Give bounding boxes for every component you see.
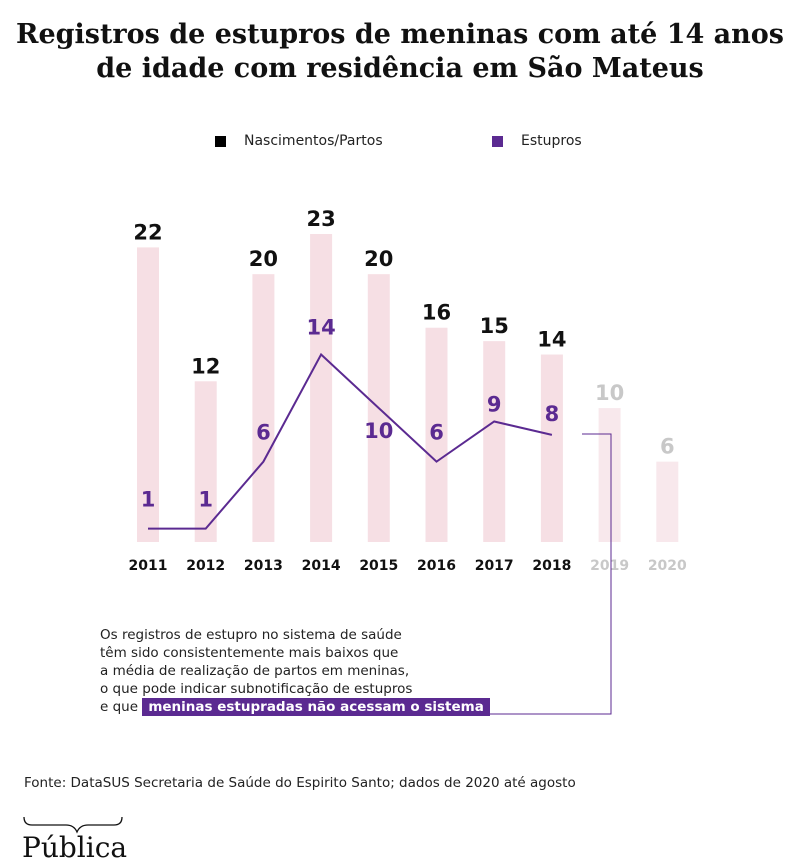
x-tick-label-2012: 2012 <box>186 558 225 574</box>
x-tick-label-2020: 2020 <box>648 558 687 574</box>
bar-2020 <box>656 461 679 542</box>
line-value-label-2017: 9 <box>487 392 502 416</box>
bar-value-label-2013: 20 <box>249 247 278 271</box>
legend-item-rapes: Estupros <box>492 133 582 149</box>
bar-value-label-2011: 22 <box>133 220 162 244</box>
bar-value-label-2020: 6 <box>660 435 675 459</box>
logo-bracket-icon <box>23 816 123 834</box>
line-value-label-2018: 8 <box>545 402 560 426</box>
bar-2018 <box>540 354 563 542</box>
bar-value-label-2019: 10 <box>595 381 624 405</box>
legend-label-rapes: Estupros <box>521 133 582 149</box>
bar-value-label-2012: 12 <box>191 354 220 378</box>
line-value-label-2011: 1 <box>141 488 156 512</box>
logo-text: Pública <box>22 831 128 864</box>
x-tick-label-2011: 2011 <box>129 558 168 574</box>
line-value-label-2016: 6 <box>429 421 444 445</box>
line-value-label-2012: 1 <box>198 488 213 512</box>
annotation-connector <box>474 433 612 715</box>
x-tick-label-2016: 2016 <box>417 558 456 574</box>
bar-value-label-2015: 20 <box>364 247 393 271</box>
annotation-note: Os registros de estupro no sistema de sa… <box>100 626 520 716</box>
bar-value-label-2016: 16 <box>422 301 451 325</box>
bar-value-label-2017: 15 <box>480 314 509 338</box>
bar-value-label-2014: 23 <box>306 207 335 231</box>
bar-2017 <box>483 341 506 542</box>
bar-2012 <box>194 381 217 542</box>
bar-2016 <box>425 327 448 542</box>
bar-value-label-2018: 14 <box>537 328 566 352</box>
legend-item-births: Nascimentos/Partos <box>215 133 383 149</box>
x-tick-label-2018: 2018 <box>532 558 571 574</box>
source-note: Fonte: DataSUS Secretaria de Saúde do Es… <box>24 775 576 791</box>
line-estupros <box>148 352 553 530</box>
legend-swatch-rapes <box>492 135 503 147</box>
note-line3: a média de realização de partos em menin… <box>100 663 410 679</box>
bar-2019 <box>598 408 621 542</box>
bar-2011 <box>137 247 159 543</box>
chart-title: Registros de estupros de meninas com até… <box>0 18 800 86</box>
line-value-label-2013: 6 <box>256 421 271 445</box>
note-line5-prefix: e que <box>100 699 139 715</box>
legend-label-births: Nascimentos/Partos <box>244 133 383 149</box>
note-line5: e que meninas estupradas não acessam o s… <box>100 698 520 716</box>
x-tick-label-2013: 2013 <box>244 558 283 574</box>
note-highlight: meninas estupradas não acessam o sistema <box>142 698 490 716</box>
x-tick-label-2015: 2015 <box>359 558 398 574</box>
bar-2014 <box>310 234 333 542</box>
bar-2013 <box>252 274 275 542</box>
publica-logo: Pública <box>22 815 132 865</box>
note-line1: Os registros de estupro no sistema de sa… <box>100 627 402 643</box>
note-line4: o que pode indicar subnotificação de est… <box>100 681 413 697</box>
line-value-label-2015: 10 <box>364 419 393 443</box>
note-line2: têm sido consistentemente mais baixos qu… <box>100 645 399 661</box>
legend: Nascimentos/Partos Estupros <box>0 133 800 155</box>
line-value-label-2014: 14 <box>306 316 335 340</box>
chart-title-line2: de idade com residência em São Mateus <box>96 53 704 84</box>
x-tick-label-2014: 2014 <box>302 558 341 574</box>
legend-swatch-births <box>215 135 226 147</box>
x-tick-label-2019: 2019 <box>590 558 629 574</box>
chart-title-line1: Registros de estupros de meninas com até… <box>16 19 784 50</box>
x-tick-label-2017: 2017 <box>475 558 514 574</box>
